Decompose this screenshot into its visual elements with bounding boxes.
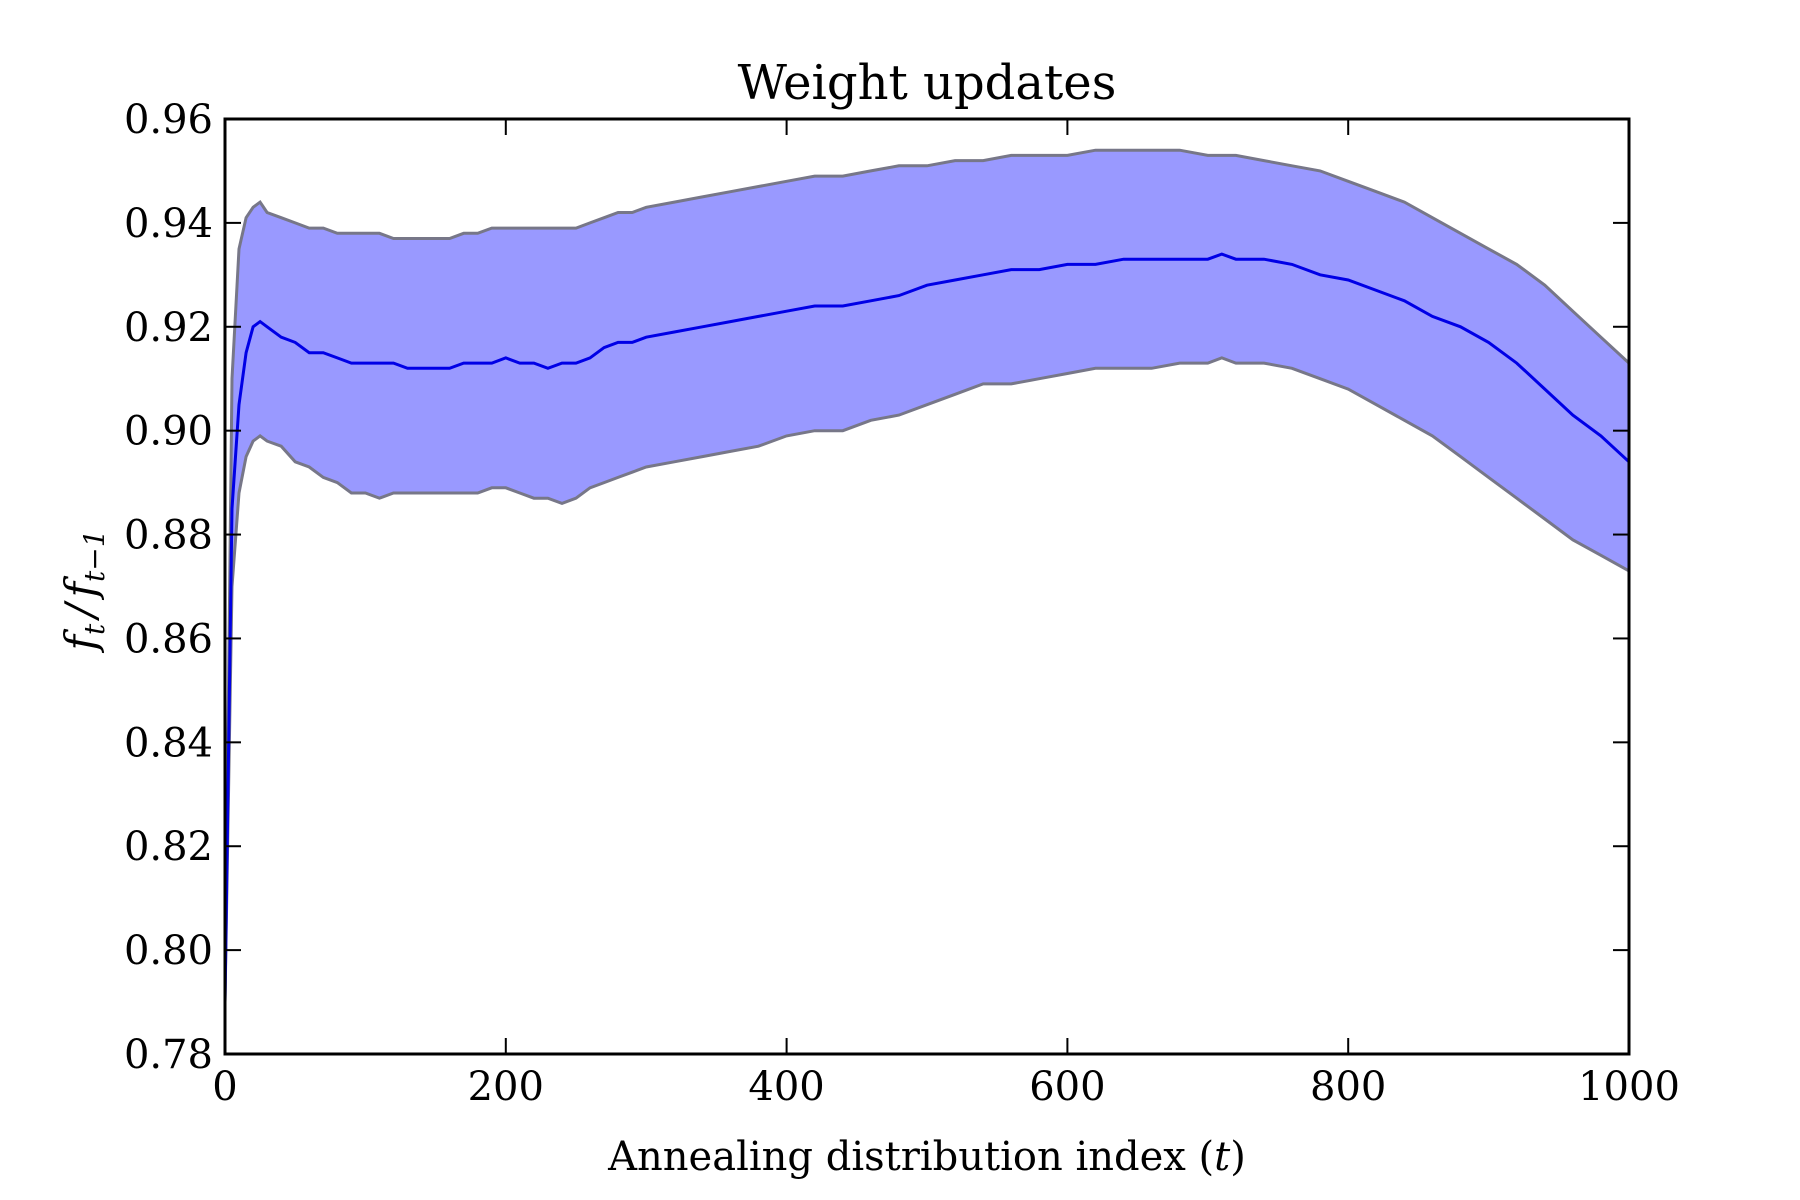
- plot-area: [223, 148, 1631, 1003]
- mean-line: [223, 252, 1631, 1003]
- x-tick-label: 0: [212, 1064, 237, 1110]
- y-tick-label: 0.88: [124, 513, 213, 559]
- y-tick-label: 0.90: [124, 409, 213, 455]
- axes-frame: [223, 117, 1631, 1056]
- x-tick-label: 400: [748, 1064, 824, 1110]
- x-axis-label-text: Annealing distribution index (: [607, 1134, 1214, 1180]
- y-axis-label: ft/ft−1: [56, 529, 111, 653]
- y-tick-label: 0.78: [124, 1032, 213, 1078]
- x-axis-label: Annealing distribution index (t): [607, 1134, 1246, 1180]
- x-tick-label: 1000: [1578, 1064, 1680, 1110]
- tick-labels: 0 200 400 600 800 1000 0.78 0.80 0.82 0.84 0.86 0.8…: [124, 97, 1680, 1110]
- band-upper-edge: [223, 148, 1631, 1003]
- y-tick-label: 0.92: [124, 305, 213, 351]
- y-tick-label: 0.82: [124, 824, 213, 870]
- y-label-sub2: t−1: [78, 529, 111, 582]
- svg-text:ft/ft−1: ft/ft−1: [56, 529, 111, 653]
- y-tick-label: 0.96: [124, 97, 213, 143]
- y-tick-label: 0.86: [124, 616, 213, 662]
- x-axis-label-close: ): [1230, 1134, 1246, 1180]
- chart-title: Weight updates: [738, 55, 1117, 111]
- y-tick-label: 0.80: [124, 928, 213, 974]
- y-tick-label: 0.94: [124, 201, 213, 247]
- y-label-slash: /: [56, 600, 105, 622]
- x-tick-label: 600: [1029, 1064, 1105, 1110]
- y-tick-label: 0.84: [124, 720, 213, 766]
- x-axis-label-var: t: [1214, 1134, 1231, 1180]
- x-tick-label: 800: [1310, 1064, 1386, 1110]
- band-lower-edge: [223, 356, 1630, 1003]
- x-tick-label: 200: [468, 1064, 544, 1110]
- y-label-sub1: t: [78, 623, 111, 635]
